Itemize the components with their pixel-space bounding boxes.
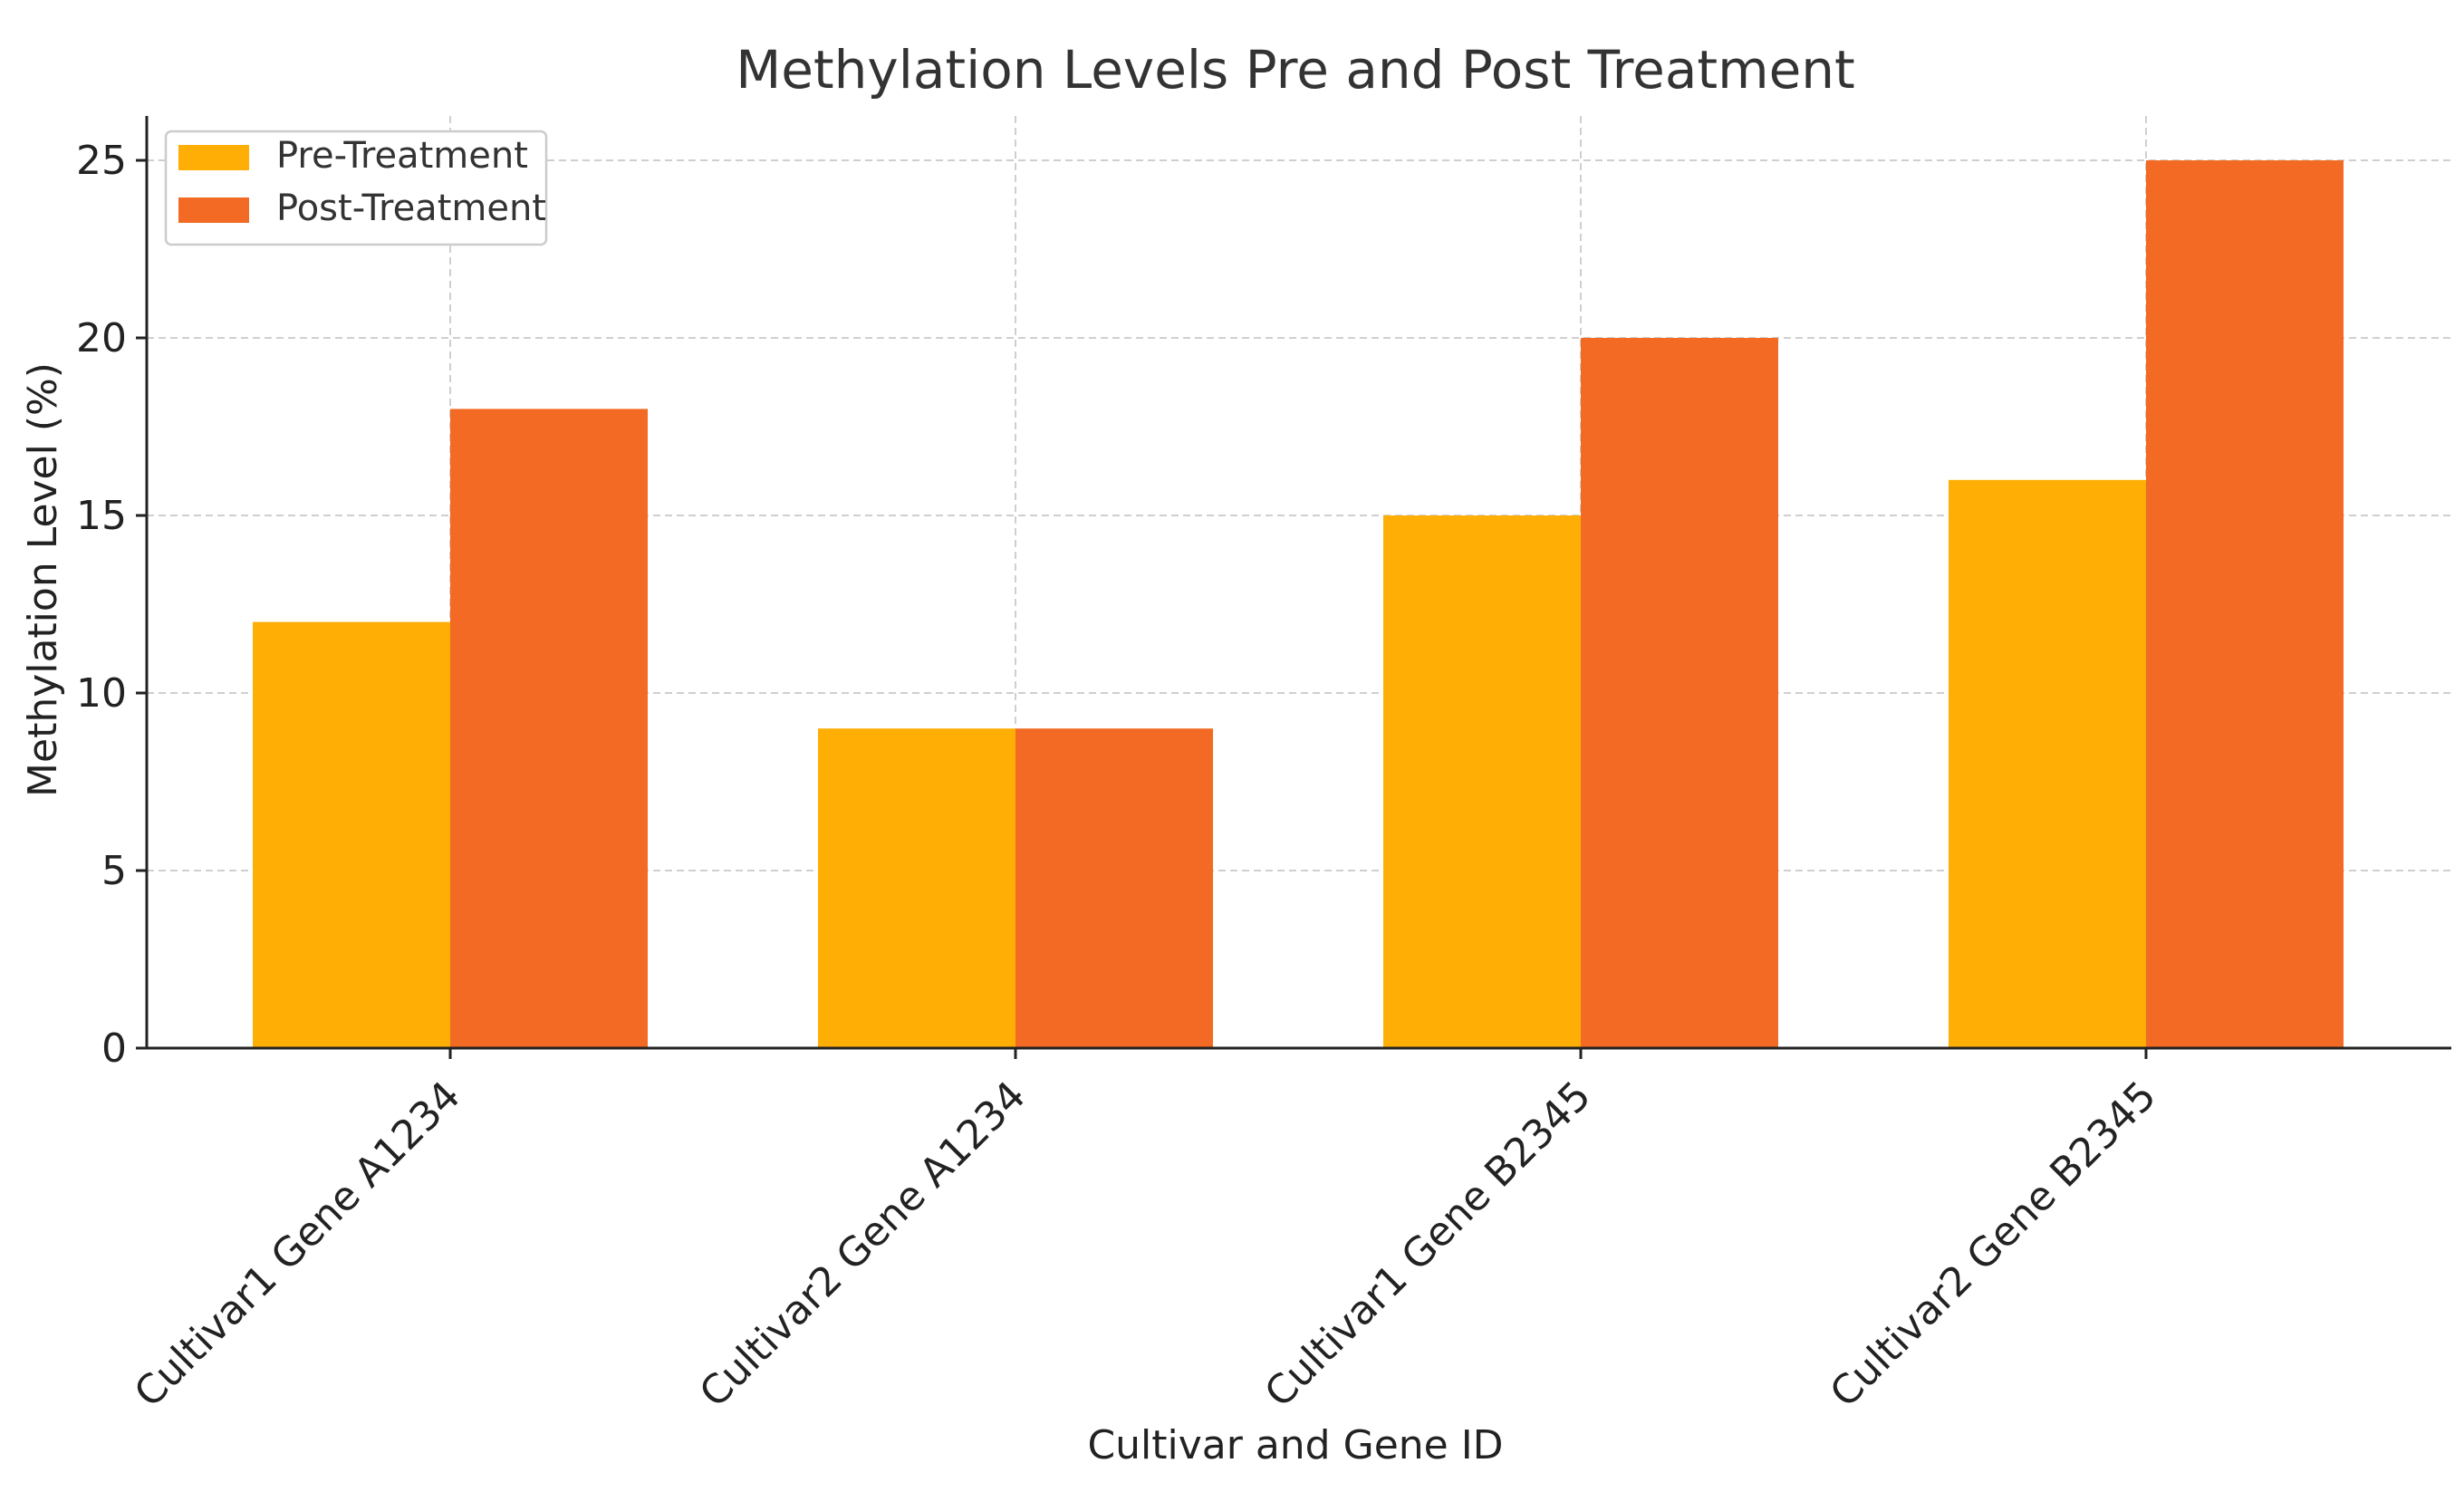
bar-post-treatment-3 xyxy=(1581,338,1778,1048)
bar-pre-treatment-1 xyxy=(253,621,450,1048)
x-ticks: Cultivar1 Gene A1234 Cultivar2 Gene A1234… xyxy=(126,1048,2165,1417)
bar-pre-treatment-4 xyxy=(1949,479,2146,1048)
x-tick-label: Cultivar1 Gene A1234 xyxy=(126,1073,469,1416)
bar-post-treatment-4 xyxy=(2146,160,2344,1048)
legend-swatch-post-treatment xyxy=(178,197,249,223)
bar-post-treatment-2 xyxy=(1015,728,1213,1048)
legend-swatch-pre-treatment xyxy=(178,145,249,170)
legend-label: Post-Treatment xyxy=(276,188,546,229)
legend: Pre-Treatment Post-Treatment xyxy=(164,130,548,246)
y-tick-label: 10 xyxy=(76,670,127,717)
bars xyxy=(253,160,2344,1048)
x-tick-label: Cultivar2 Gene B2345 xyxy=(1822,1073,2165,1416)
x-tick-label: Cultivar1 Gene B2345 xyxy=(1256,1073,1600,1416)
y-tick-label: 25 xyxy=(76,138,127,184)
y-tick-label: 15 xyxy=(76,493,127,539)
bar-pre-treatment-2 xyxy=(818,728,1015,1048)
x-tick-label: Cultivar2 Gene A1234 xyxy=(691,1073,1035,1416)
bar-pre-treatment-3 xyxy=(1383,515,1581,1048)
bar-post-treatment-1 xyxy=(450,409,648,1048)
axes xyxy=(145,116,2451,1050)
legend-frame xyxy=(164,130,548,246)
y-axis-label: Methylation Level (%) xyxy=(20,362,66,797)
y-tick-label: 20 xyxy=(76,315,127,361)
x-axis-label: Cultivar and Gene ID xyxy=(1087,1422,1503,1468)
y-ticks: 0 5 10 15 20 25 xyxy=(76,138,147,1072)
legend-label: Pre-Treatment xyxy=(276,135,528,177)
chart-title: Methylation Levels Pre and Post Treatmen… xyxy=(736,39,1855,101)
y-tick-label: 0 xyxy=(101,1025,127,1072)
y-tick-label: 5 xyxy=(101,848,127,894)
